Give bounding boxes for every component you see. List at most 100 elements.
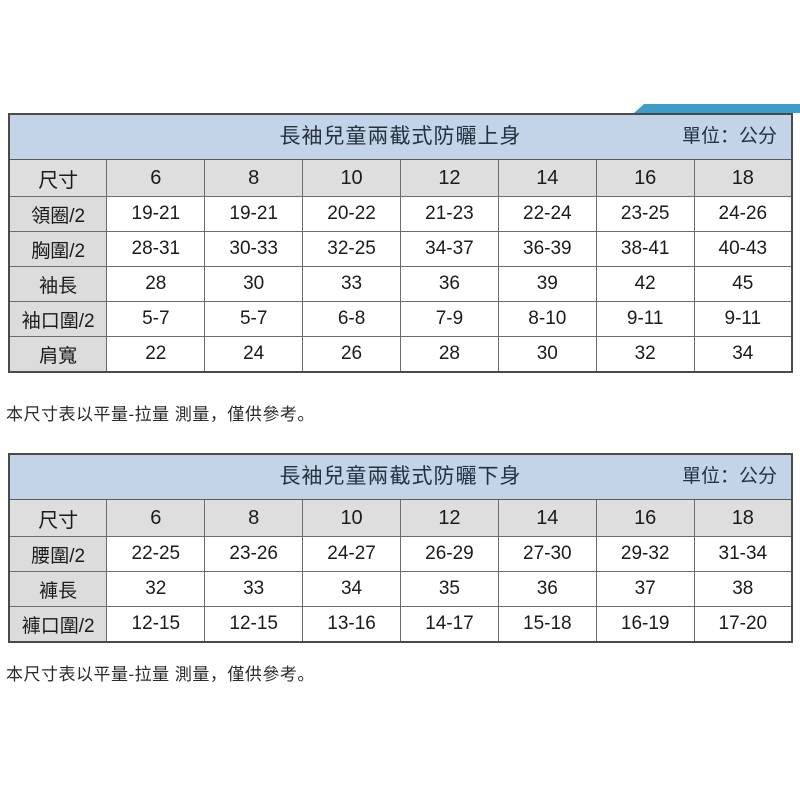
column-header-8: 8 [204,499,304,537]
table-cell: 9-11 [595,301,695,337]
size-table-top: 長袖兒童兩截式防曬上身 單位：公分 尺寸 6 8 10 12 14 16 18 … [8,113,793,373]
column-header-6: 6 [106,159,206,197]
table-cell: 36 [400,266,499,302]
table-header-row: 尺寸 6 8 10 12 14 16 18 [8,159,793,197]
table-cell: 28 [106,266,206,302]
column-header-size: 尺寸 [8,499,108,537]
table-cell: 23-25 [595,196,695,232]
column-header-14: 14 [497,159,597,197]
row-label: 肩寬 [8,336,108,373]
column-header-16: 16 [595,499,695,537]
table-row: 肩寬 22 24 26 28 30 32 34 [8,336,793,373]
column-header-14: 14 [497,499,597,537]
column-header-16: 16 [595,159,695,197]
page-title: 長袖兒童兩截式防曬上身 [279,125,522,148]
column-header-8: 8 [204,159,304,197]
table-cell: 42 [595,266,695,302]
table-cell: 34-37 [400,231,499,267]
page-title: 長袖兒童兩截式防曬下身 [279,465,522,488]
table-cell: 45 [693,266,793,302]
measurement-note-top: 本尺寸表以平量-拉量 測量，僅供參考。 [6,405,315,424]
table-cell: 26-29 [400,536,499,572]
table-row: 褲長 32 33 34 35 36 37 38 [8,571,793,607]
unit-label: 單位：公分 [681,126,777,147]
table-cell: 26 [302,336,401,373]
table-cell: 34 [302,571,401,607]
table-cell: 14-17 [400,606,499,643]
row-label: 袖口圍/2 [8,301,108,337]
table-cell: 37 [595,571,695,607]
table-cell: 24 [204,336,304,373]
table-cell: 7-9 [400,301,499,337]
table-cell: 17-20 [693,606,793,643]
column-header-10: 10 [302,159,401,197]
row-label: 褲長 [8,571,108,607]
table-row: 褲口圍/2 12-15 12-15 13-16 14-17 15-18 16-1… [8,606,793,643]
table-cell: 27-30 [497,536,597,572]
table-cell: 40-43 [693,231,793,267]
table-cell: 38-41 [595,231,695,267]
table-cell: 32 [106,571,206,607]
measurement-note-bottom: 本尺寸表以平量-拉量 測量，僅供參考。 [6,665,315,684]
size-table-top-body: 長袖兒童兩截式防曬上身 單位：公分 尺寸 6 8 10 12 14 16 18 … [8,113,793,373]
row-label: 胸圍/2 [8,231,108,267]
column-header-12: 12 [400,159,499,197]
row-label: 袖長 [8,266,108,302]
column-header-18: 18 [693,499,793,537]
table-cell: 32 [595,336,695,373]
table-cell: 24-27 [302,536,401,572]
row-label: 褲口圍/2 [8,606,108,643]
column-header-6: 6 [106,499,206,537]
table-cell: 30 [204,266,304,302]
table-title-row: 長袖兒童兩截式防曬下身 單位：公分 [8,453,793,500]
table-cell: 6-8 [302,301,401,337]
table-cell: 28 [400,336,499,373]
table-cell: 29-32 [595,536,695,572]
table-cell: 15-18 [497,606,597,643]
table-header-row: 尺寸 6 8 10 12 14 16 18 [8,499,793,537]
table-cell: 13-16 [302,606,401,643]
table-cell: 20-22 [302,196,401,232]
decorative-accent-bar [634,104,800,113]
table-cell: 12-15 [204,606,304,643]
size-table-bottom-body: 長袖兒童兩截式防曬下身 單位：公分 尺寸 6 8 10 12 14 16 18 … [8,453,793,643]
size-chart-bottom-section: 長袖兒童兩截式防曬下身 單位：公分 尺寸 6 8 10 12 14 16 18 … [8,453,793,643]
size-chart-top-section: 長袖兒童兩截式防曬上身 單位：公分 尺寸 6 8 10 12 14 16 18 … [8,113,793,373]
table-cell: 24-26 [693,196,793,232]
title-band: 長袖兒童兩截式防曬下身 單位：公分 [10,455,791,499]
table-cell: 8-10 [497,301,597,337]
table-cell: 34 [693,336,793,373]
table-row: 袖長 28 30 33 36 39 42 45 [8,266,793,302]
title-band: 長袖兒童兩截式防曬上身 單位：公分 [10,115,791,159]
table-title-row: 長袖兒童兩截式防曬上身 單位：公分 [8,113,793,160]
column-header-12: 12 [400,499,499,537]
table-title-cell: 長袖兒童兩截式防曬上身 單位：公分 [8,113,793,160]
table-cell: 5-7 [106,301,206,337]
table-cell: 28-31 [106,231,206,267]
row-label: 領圈/2 [8,196,108,232]
column-header-18: 18 [693,159,793,197]
table-row: 領圈/2 19-21 19-21 20-22 21-23 22-24 23-25… [8,196,793,232]
table-cell: 22-24 [497,196,597,232]
column-header-size: 尺寸 [8,159,108,197]
table-title-cell: 長袖兒童兩截式防曬下身 單位：公分 [8,453,793,500]
table-cell: 33 [302,266,401,302]
table-cell: 21-23 [400,196,499,232]
row-label: 腰圍/2 [8,536,108,572]
table-row: 腰圍/2 22-25 23-26 24-27 26-29 27-30 29-32… [8,536,793,572]
table-cell: 12-15 [106,606,206,643]
table-cell: 30 [497,336,597,373]
unit-label: 單位：公分 [681,466,777,487]
table-cell: 22-25 [106,536,206,572]
table-cell: 35 [400,571,499,607]
table-cell: 33 [204,571,304,607]
table-cell: 19-21 [106,196,206,232]
table-cell: 9-11 [693,301,793,337]
table-cell: 16-19 [595,606,695,643]
table-cell: 19-21 [204,196,304,232]
table-cell: 5-7 [204,301,304,337]
table-row: 胸圍/2 28-31 30-33 32-25 34-37 36-39 38-41… [8,231,793,267]
size-table-bottom: 長袖兒童兩截式防曬下身 單位：公分 尺寸 6 8 10 12 14 16 18 … [8,453,793,643]
table-cell: 31-34 [693,536,793,572]
table-cell: 36-39 [497,231,597,267]
